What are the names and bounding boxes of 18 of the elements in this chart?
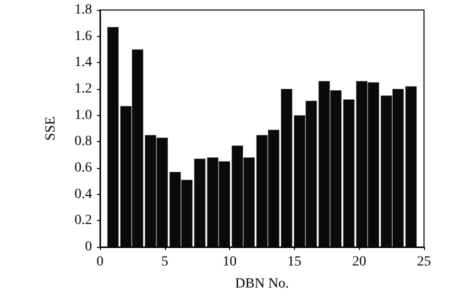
x-tick-label: 0 — [96, 254, 104, 270]
y-tick-label: 1.8 — [74, 2, 92, 18]
x-tick-label: 25 — [417, 254, 431, 270]
x-axis-title: DBN No. — [235, 276, 289, 292]
y-tick-label: 0.2 — [74, 213, 92, 228]
y-tick-label: 1.0 — [74, 108, 92, 123]
x-tick-label: 10 — [222, 254, 237, 270]
y-tick-label: 0.6 — [74, 160, 92, 176]
y-tick-label: 1.4 — [74, 55, 92, 70]
x-tick-label: 15 — [287, 254, 302, 270]
y-tick-label: 1.6 — [74, 28, 92, 44]
y-tick-label: 0.8 — [74, 134, 92, 150]
y-tick-label: 1.2 — [74, 82, 92, 96]
y-tick-label: 0.4 — [74, 186, 92, 202]
y-axis-title: SSE — [44, 116, 58, 141]
y-tick-label: 0 — [85, 240, 92, 254]
x-tick-label: 5 — [161, 254, 168, 270]
x-tick-label: 20 — [352, 254, 366, 270]
